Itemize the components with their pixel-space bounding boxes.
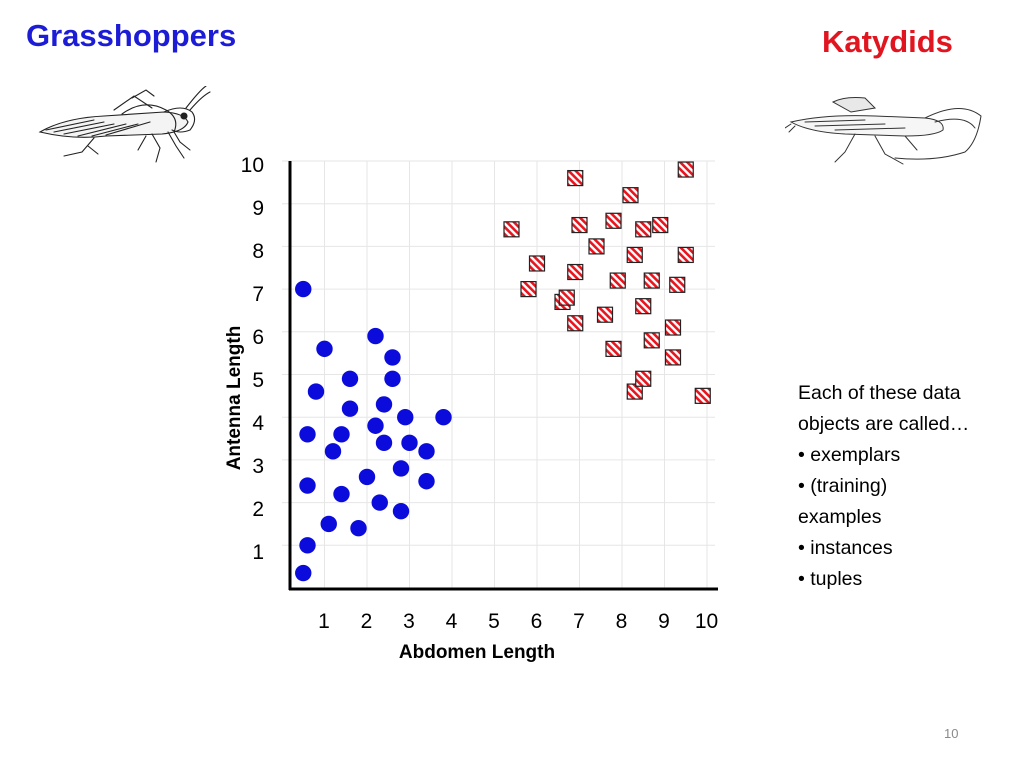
grasshopper-point bbox=[375, 434, 393, 452]
x-tick-label: 7 bbox=[573, 610, 585, 633]
grasshopper-point bbox=[358, 468, 376, 486]
x-tick-labels: 1 2 3 4 5 6 7 8 9 10 bbox=[318, 610, 718, 633]
grasshopper-point bbox=[341, 400, 359, 417]
katydid-point bbox=[694, 387, 711, 404]
katydid-point bbox=[605, 340, 622, 357]
katydid-point bbox=[626, 246, 643, 264]
katydid-point bbox=[567, 315, 584, 332]
title-katydids: Katydids bbox=[822, 24, 953, 59]
data-points bbox=[295, 161, 711, 582]
bullet-exemplars: • exemplars bbox=[798, 444, 901, 466]
katydid-point bbox=[635, 221, 652, 238]
grasshopper-point bbox=[418, 443, 435, 460]
katydid-point bbox=[596, 306, 614, 323]
y-tick-label: 8 bbox=[252, 240, 264, 263]
y-tick-label: 9 bbox=[252, 197, 264, 220]
y-tick-label: 5 bbox=[252, 369, 264, 392]
grasshopper-point bbox=[307, 383, 325, 400]
katydid-point bbox=[528, 255, 546, 272]
bullet-instances: • instances bbox=[798, 537, 893, 559]
exemplar-notes: Each of these data objects are called… •… bbox=[798, 378, 1013, 595]
katydid-point bbox=[571, 216, 588, 234]
bullet-training-cont: examples bbox=[798, 506, 882, 528]
grasshopper-illustration bbox=[38, 86, 211, 163]
y-tick-label: 4 bbox=[252, 412, 264, 435]
x-axis-label: Abdomen Length bbox=[399, 642, 555, 663]
title-grasshoppers: Grasshoppers bbox=[26, 18, 237, 53]
grasshopper-point bbox=[384, 370, 401, 387]
x-tick-label: 9 bbox=[658, 610, 670, 633]
katydid-point bbox=[503, 221, 520, 238]
y-tick-label: 10 bbox=[241, 154, 264, 177]
grasshopper-point bbox=[375, 396, 393, 413]
notes-line-1: Each of these data bbox=[798, 382, 961, 404]
bullet-tuples: • tuples bbox=[798, 568, 863, 590]
katydid-point bbox=[622, 187, 639, 204]
x-tick-label: 1 bbox=[318, 610, 330, 633]
grasshopper-point bbox=[397, 409, 414, 426]
katydid-point bbox=[605, 212, 622, 229]
grasshopper-point bbox=[333, 426, 350, 443]
grasshopper-point bbox=[316, 340, 333, 358]
x-tick-label: 4 bbox=[446, 610, 458, 633]
grasshopper-point bbox=[371, 494, 388, 511]
grasshopper-point bbox=[367, 417, 384, 434]
katydid-point bbox=[643, 272, 660, 289]
y-tick-label: 2 bbox=[252, 498, 264, 521]
x-tick-label: 8 bbox=[616, 610, 628, 633]
grasshopper-point bbox=[299, 426, 316, 443]
grasshopper-point bbox=[333, 485, 350, 503]
y-tick-label: 6 bbox=[252, 326, 264, 349]
grasshopper-point bbox=[435, 409, 452, 426]
grasshopper-point bbox=[320, 515, 337, 533]
katydid-point bbox=[635, 370, 652, 387]
grasshopper-point bbox=[295, 280, 312, 298]
katydid-point bbox=[677, 161, 694, 178]
grasshopper-point bbox=[341, 370, 359, 387]
grasshopper-point bbox=[299, 477, 316, 494]
katydid-point bbox=[609, 272, 626, 289]
grasshopper-point bbox=[384, 349, 401, 366]
katydid-point bbox=[558, 289, 575, 306]
katydid-point bbox=[664, 349, 682, 366]
katydid-point bbox=[567, 169, 584, 187]
katydid-point bbox=[567, 263, 584, 281]
axes bbox=[288, 161, 718, 591]
grasshopper-point bbox=[367, 327, 384, 345]
grasshopper-point bbox=[295, 564, 312, 582]
katydid-point bbox=[664, 319, 682, 336]
grasshopper-point bbox=[392, 460, 410, 477]
x-tick-label: 6 bbox=[531, 610, 543, 633]
x-tick-label: 3 bbox=[403, 610, 415, 633]
katydid-point bbox=[520, 281, 537, 298]
page-number: 10 bbox=[944, 726, 959, 741]
katydid-point bbox=[677, 246, 694, 264]
y-tick-label: 1 bbox=[252, 541, 264, 564]
katydid-point bbox=[588, 238, 605, 255]
bullet-training: • (training) bbox=[798, 475, 888, 497]
katydid-point bbox=[669, 276, 686, 293]
katydid-point bbox=[643, 332, 660, 349]
grasshopper-point bbox=[401, 434, 418, 452]
x-tick-label: 10 bbox=[695, 610, 718, 633]
x-tick-label: 5 bbox=[488, 610, 500, 633]
y-axis-label: Antenna Length bbox=[224, 326, 245, 471]
y-tick-label: 3 bbox=[252, 455, 264, 478]
katydid-point bbox=[635, 298, 652, 315]
notes-line-2: objects are called… bbox=[798, 413, 970, 435]
x-tick-label: 2 bbox=[361, 610, 373, 633]
katydid-point bbox=[652, 216, 669, 234]
grasshopper-point bbox=[299, 537, 316, 554]
grasshopper-point bbox=[392, 502, 410, 520]
grasshopper-point bbox=[350, 520, 367, 537]
grasshopper-point bbox=[324, 443, 342, 460]
y-tick-label: 7 bbox=[252, 283, 264, 306]
katydid-point bbox=[626, 383, 643, 400]
grasshopper-point bbox=[418, 473, 435, 490]
y-tick-labels: 1 2 3 4 5 6 7 8 9 10 bbox=[241, 154, 265, 564]
katydid-illustration bbox=[785, 97, 982, 165]
